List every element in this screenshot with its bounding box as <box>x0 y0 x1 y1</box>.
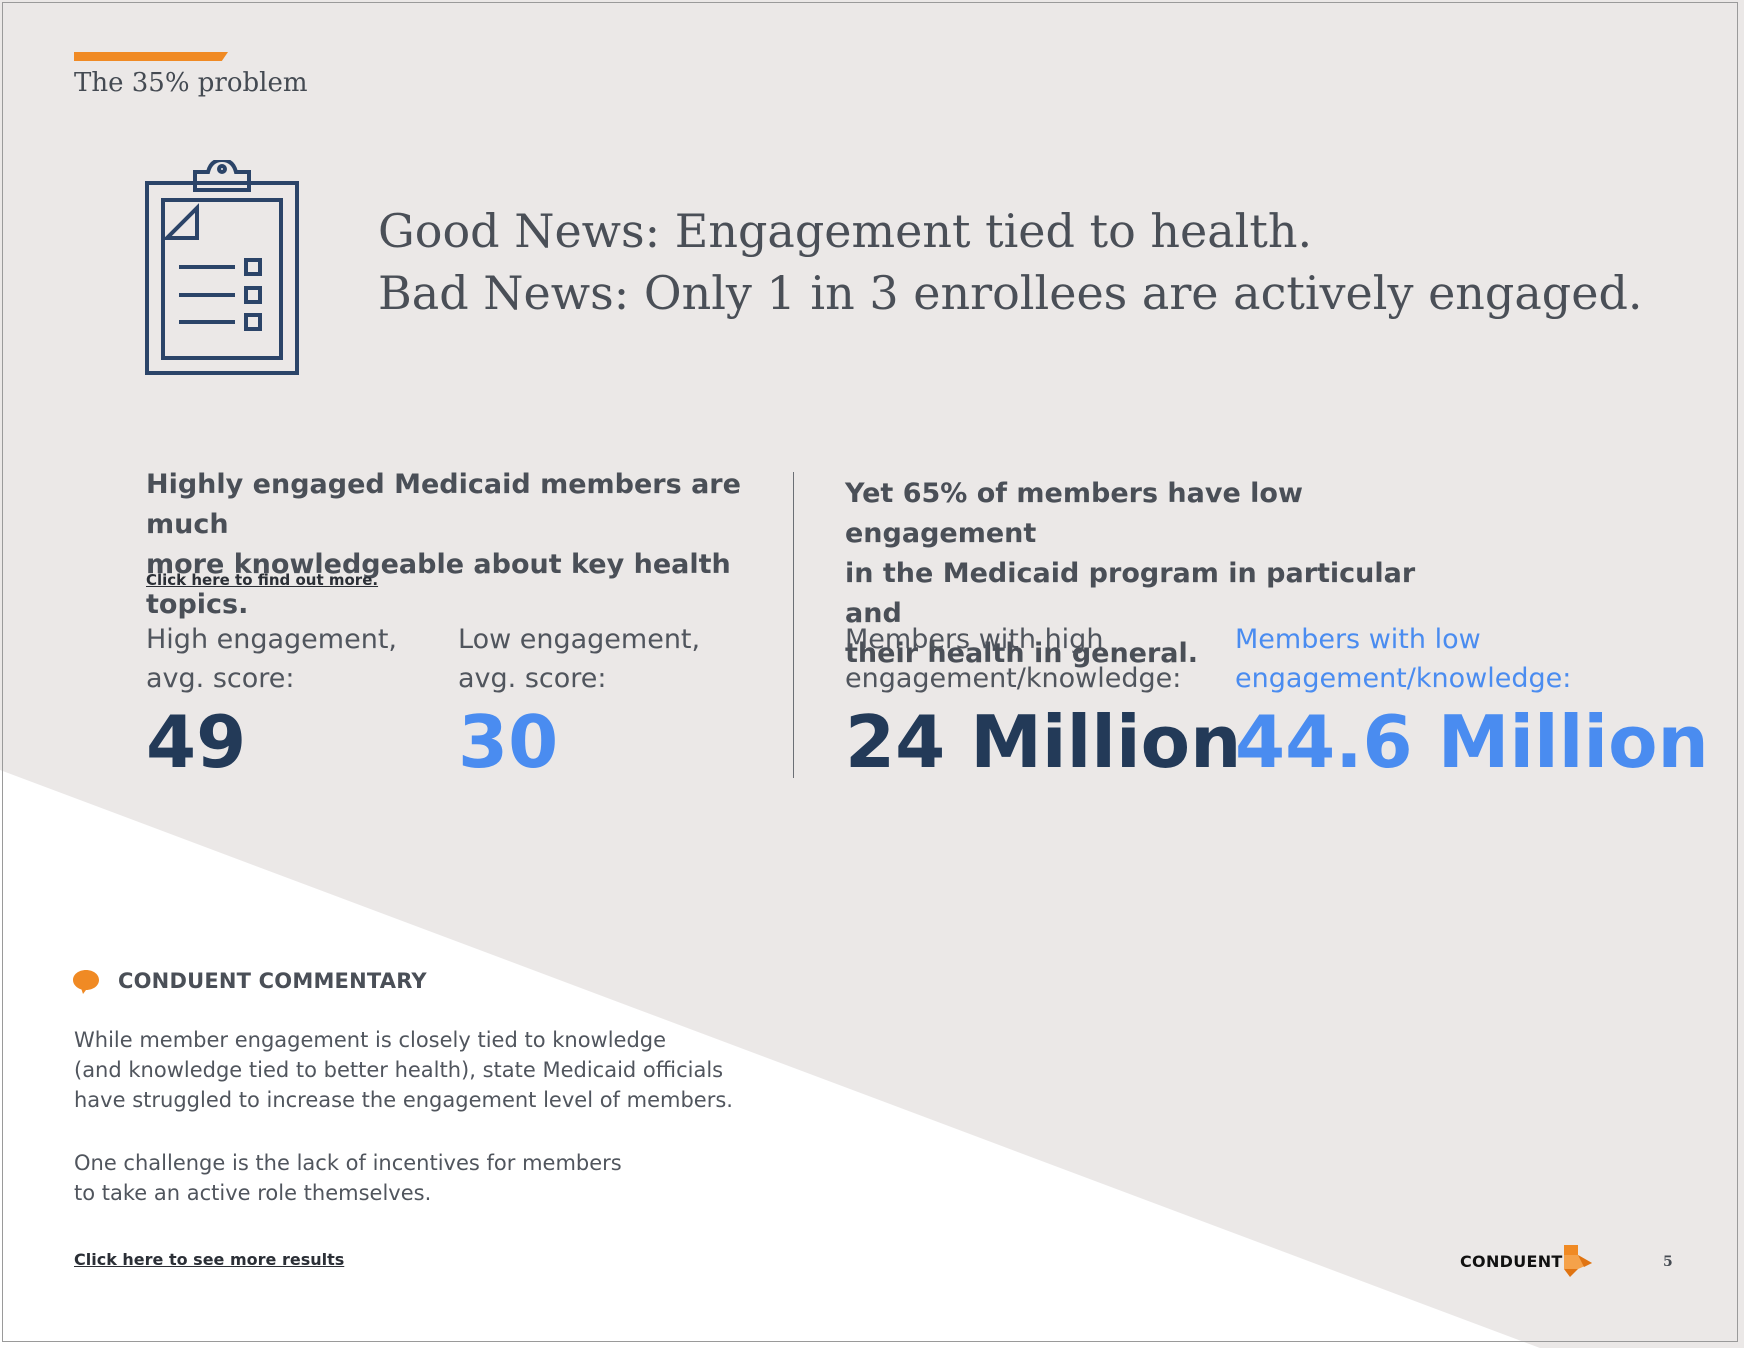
right-heading-line2: in the Medicaid program in particular an… <box>845 558 1416 629</box>
commentary-paragraph-1: While member engagement is closely tied … <box>74 1025 733 1115</box>
commentary-paragraph-2: One challenge is the lack of incentives … <box>74 1148 694 1208</box>
headline: Good News: Engagement tied to health. Ba… <box>378 200 1643 324</box>
headline-good-news: Good News: Engagement tied to health. <box>378 204 1313 258</box>
left-heading-line2: more knowledgeable about key health topi… <box>146 549 731 620</box>
high-engagement-score: 49 <box>146 700 247 784</box>
commentary-line: While member engagement is closely tied … <box>74 1028 667 1052</box>
section-accent-bar <box>74 52 228 61</box>
high-members-label-line2: engagement/knowledge: <box>845 663 1182 694</box>
commentary-line: (and knowledge tied to better health), s… <box>74 1058 724 1082</box>
high-members-label: Members with high engagement/knowledge: <box>845 620 1181 698</box>
clipboard-checklist-icon <box>145 160 299 375</box>
high-members-label-line1: Members with high <box>845 624 1104 655</box>
low-members-label-line2: engagement/knowledge: <box>1235 663 1572 694</box>
see-more-results-link[interactable]: Click here to see more results <box>74 1250 345 1269</box>
page-number: 5 <box>1663 1254 1673 1270</box>
commentary-line: One challenge is the lack of incentives … <box>74 1151 622 1175</box>
find-out-more-link[interactable]: Click here to find out more. <box>146 571 379 589</box>
high-engagement-label-line2: avg. score: <box>146 663 295 694</box>
left-heading-line1: Highly engaged Medicaid members are much <box>146 469 741 540</box>
left-heading: Highly engaged Medicaid members are much… <box>146 465 766 625</box>
speech-bubble-icon <box>73 970 99 994</box>
low-members-value: 44.6 Million <box>1235 700 1709 784</box>
right-heading: Yet 65% of members have low engagement i… <box>845 474 1445 674</box>
conduent-logo-text: CONDUENT <box>1460 1252 1563 1271</box>
low-engagement-score: 30 <box>458 700 559 784</box>
right-heading-line1: Yet 65% of members have low engagement <box>845 478 1303 549</box>
headline-bad-news: Bad News: Only 1 in 3 enrollees are acti… <box>378 266 1643 320</box>
low-engagement-label-line1: Low engagement, <box>458 624 701 655</box>
low-members-label-line1: Members with low <box>1235 624 1481 655</box>
low-engagement-label: Low engagement, avg. score: <box>458 620 700 698</box>
section-title: The 35% problem <box>74 68 308 98</box>
high-engagement-label-line1: High engagement, <box>146 624 397 655</box>
column-divider <box>793 472 794 778</box>
right-heading-line3: their health in general. <box>845 638 1199 669</box>
conduent-logo-icon <box>1564 1245 1592 1277</box>
commentary-line: to take an active role themselves. <box>74 1181 432 1205</box>
low-engagement-label-line2: avg. score: <box>458 663 607 694</box>
commentary-title: CONDUENT COMMENTARY <box>118 969 427 993</box>
low-members-label: Members with low engagement/knowledge: <box>1235 620 1571 698</box>
high-members-value: 24 Million <box>845 700 1242 784</box>
commentary-line: have struggled to increase the engagemen… <box>74 1088 733 1112</box>
high-engagement-label: High engagement, avg. score: <box>146 620 397 698</box>
